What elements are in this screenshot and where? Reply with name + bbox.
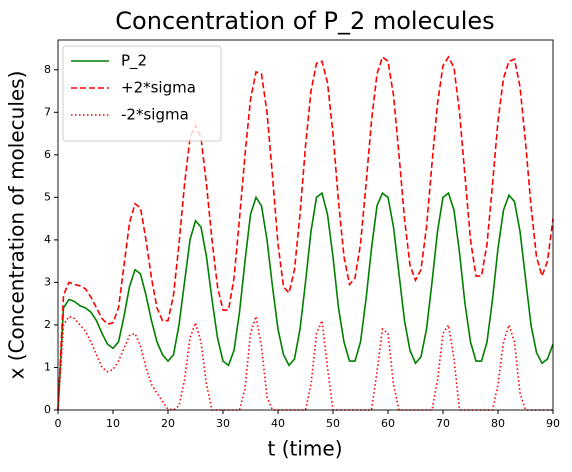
y-tick-label: 3 [44,275,51,288]
x-tick-label: 90 [546,417,560,430]
x-tick-label: 60 [381,417,395,430]
legend-box [62,45,222,142]
y-tick-label: 5 [44,190,51,203]
y-tick-label: 7 [44,105,51,118]
x-tick-label: 20 [161,417,175,430]
y-axis-label: x (Concentration of molecules) [5,71,29,380]
legend-label: P_2 [121,52,147,71]
line-series [57,315,553,411]
x-tick-label: 80 [491,417,505,430]
legend-label: -2*sigma [121,106,189,124]
x-tick-label: 0 [55,417,62,430]
x-tick-label: 30 [216,417,230,430]
x-tick-label: 70 [436,417,450,430]
chart-title: Concentration of P_2 molecules [115,7,494,35]
y-tick-label: 4 [44,233,51,246]
line-series [57,191,554,411]
y-tick-label: 1 [44,360,51,373]
legend-label: +2*sigma [121,79,196,97]
legend: P_2 +2*sigma -2*sigma [62,45,222,142]
y-tick-label: 8 [44,63,51,76]
plot-frame [57,39,554,411]
x-axis-label: t (time) [268,437,343,461]
x-tick-label: 10 [106,417,120,430]
y-tick-label: 2 [44,318,51,331]
y-tick-label: 0 [44,403,51,416]
line-series [57,55,554,411]
x-tick-label: 50 [326,417,340,430]
x-tick-label: 40 [271,417,285,430]
y-tick-label: 6 [44,148,51,161]
